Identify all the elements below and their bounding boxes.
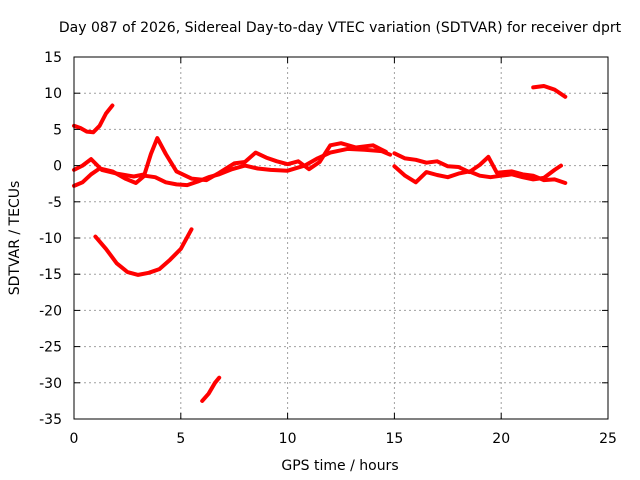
y-axis-label: SDTVAR / TECUs <box>7 181 23 296</box>
y-tick-label: 5 <box>53 122 62 138</box>
x-tick-label: 0 <box>70 431 79 447</box>
y-tick-label: -10 <box>39 231 62 247</box>
x-tick-label: 20 <box>492 431 510 447</box>
series-arc-upper-left <box>72 103 115 135</box>
y-tick-label: -35 <box>39 412 62 428</box>
y-tick-label: -20 <box>39 303 62 319</box>
y-tick-label: -15 <box>39 267 62 283</box>
y-tick-label: -25 <box>39 340 62 356</box>
series-arc-low-short <box>200 375 222 403</box>
chart-title: Day 087 of 2026, Sidereal Day-to-day VTE… <box>59 20 622 36</box>
series-arc-zero-1 <box>72 146 393 188</box>
series-arc-u-shape <box>93 227 194 277</box>
x-axis-label: GPS time / hours <box>281 458 398 474</box>
x-tick-label: 5 <box>176 431 185 447</box>
ticks: 0 5 10 15 20 25 15 10 5 0 -5 -10 -15 -20 -25 -30 -35 <box>39 50 617 447</box>
grid <box>74 57 608 419</box>
y-tick-label: -5 <box>48 195 62 211</box>
x-tick-label: 10 <box>279 431 297 447</box>
series-arc-zero-4 <box>392 163 563 185</box>
series-arc-zero-2 <box>72 136 388 183</box>
y-tick-label: -30 <box>39 376 62 392</box>
series-layer <box>72 84 568 403</box>
y-tick-label: 0 <box>53 159 62 175</box>
x-tick-label: 25 <box>599 431 617 447</box>
x-tick-label: 15 <box>385 431 403 447</box>
y-tick-label: 10 <box>44 86 62 102</box>
y-tick-label: 15 <box>44 50 62 66</box>
series-arc-high-right <box>531 84 568 99</box>
